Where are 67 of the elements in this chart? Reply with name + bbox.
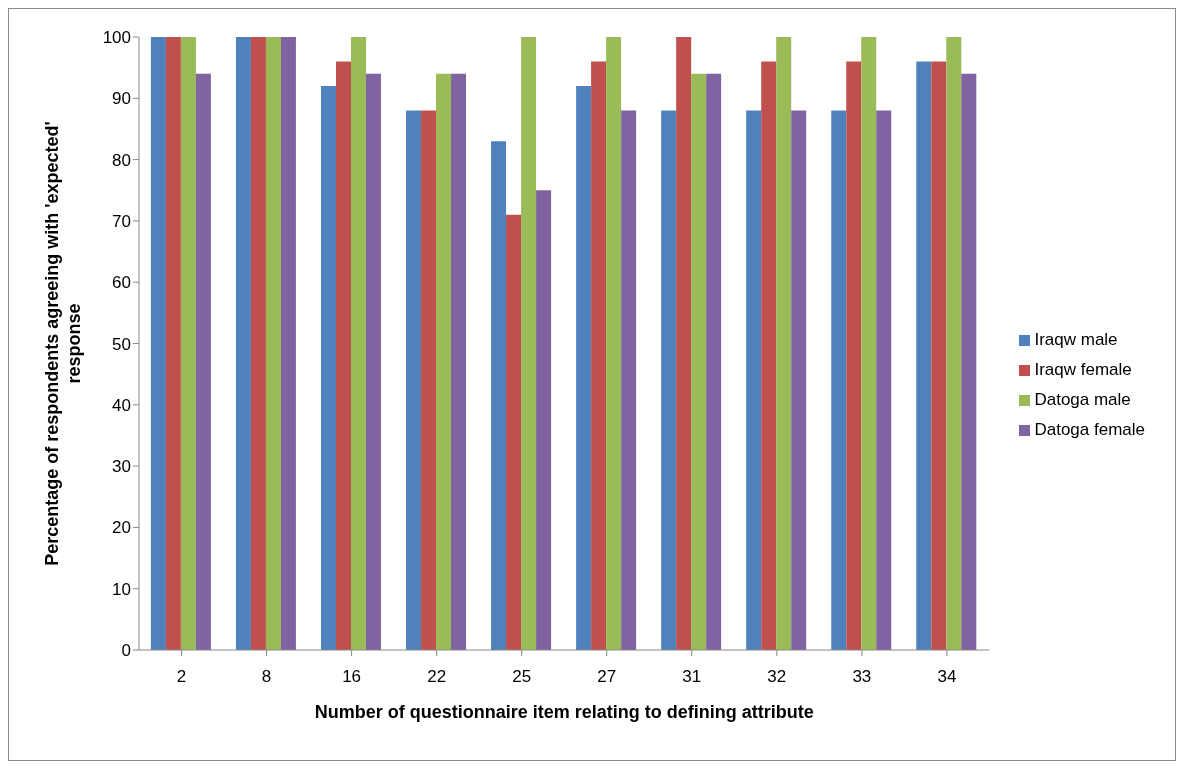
bar [506,214,522,650]
bar [931,61,947,650]
y-tick-label: 0 [121,641,131,661]
y-tick-label: 40 [112,395,131,415]
x-tick-label: 8 [261,667,272,687]
y-tick-label: 60 [112,273,131,293]
x-tick-label: 2 [176,667,187,687]
legend-label: Datoga male [1034,389,1131,409]
bar [350,37,366,650]
bar [265,37,281,650]
bar [180,37,196,650]
bar [761,61,777,650]
bar [335,61,351,650]
bar [746,110,762,650]
y-tick-label: 20 [112,518,131,538]
y-tick-label: 10 [112,579,131,599]
x-tick-label: 31 [682,667,702,687]
x-tick-label: 33 [852,667,872,687]
legend-label: Datoga female [1034,419,1145,439]
bar [661,110,677,650]
bar [406,110,422,650]
x-tick-label: 25 [512,667,532,687]
bar [916,61,932,650]
legend-label: Iraqw female [1034,359,1132,379]
bar [320,86,336,650]
bar [365,73,381,650]
bar [691,73,707,650]
y-tick-label: 50 [112,334,131,354]
bar [961,73,977,650]
bar [250,37,266,650]
x-tick-label: 22 [427,667,447,687]
bar [280,37,296,650]
bar [235,37,251,650]
bar [576,86,592,650]
y-tick-label: 100 [102,28,131,48]
bar [521,37,537,650]
bar [421,110,437,650]
x-axis-title: Number of questionnaire item relating to defining attribute [314,702,814,722]
bar [676,37,692,650]
bar [846,61,862,650]
bar [831,110,847,650]
bar [791,110,807,650]
legend-label: Iraqw male [1034,329,1118,349]
x-tick-label: 32 [767,667,787,687]
y-axis-title: Percentage of respondents agreeing with 'expected' response [42,121,84,566]
x-tick-label: 27 [597,667,617,687]
bar [621,110,637,650]
y-tick-label: 70 [112,211,131,231]
bar [536,190,552,650]
bar [491,141,507,650]
bar [861,37,877,650]
x-tick-label: 34 [937,667,957,687]
bar [195,73,211,650]
bar [150,37,166,650]
y-tick-label: 90 [112,89,131,109]
bar [946,37,962,650]
bar [606,37,622,650]
bar [165,37,181,650]
bar [776,37,792,650]
y-tick-label: 80 [112,150,131,170]
bar [706,73,722,650]
bar [436,73,452,650]
y-tick-label: 30 [112,457,131,477]
bar [876,110,892,650]
x-tick-label: 16 [342,667,362,687]
bar [591,61,607,650]
bar [451,73,467,650]
